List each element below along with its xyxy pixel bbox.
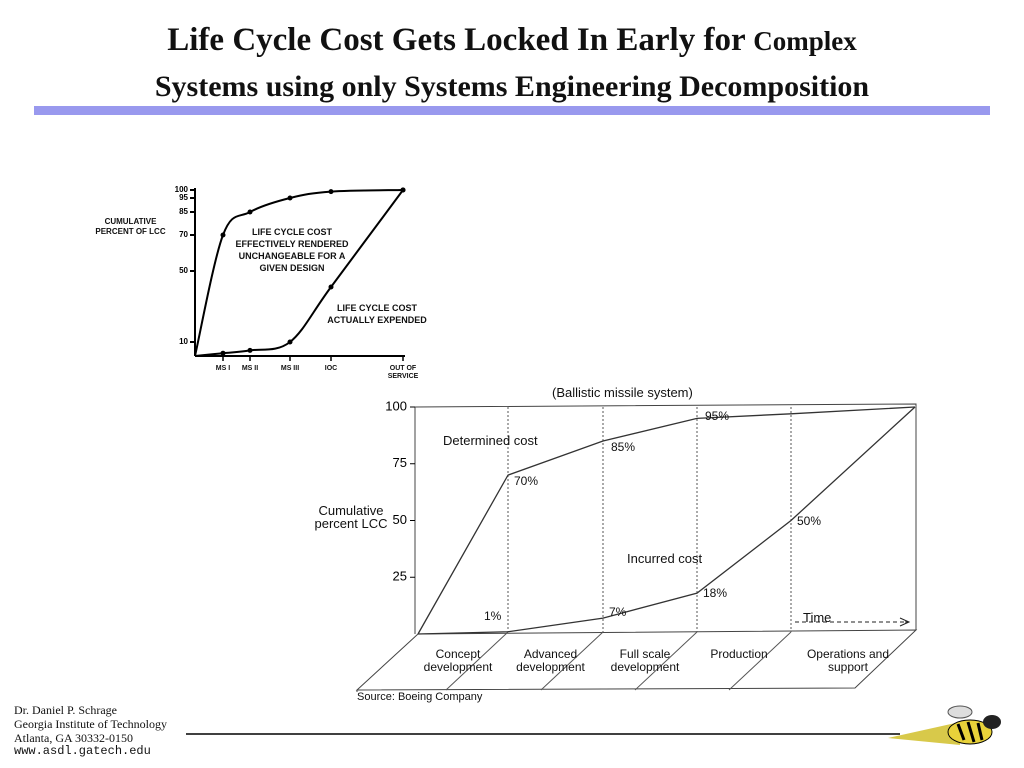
data-point (247, 209, 253, 215)
data-label: 85% (611, 440, 636, 455)
phase-divider (728, 631, 792, 691)
footer-line: Dr. Daniel P. Schrage (14, 703, 117, 717)
x-tick-label: Full scale development (610, 647, 680, 675)
chart2-frame (355, 403, 918, 692)
title-line-2: Systems using only Systems Engineering D… (154, 70, 870, 103)
data-label: 18% (703, 586, 728, 601)
y-axis-label: CUMULATIVE PERCENT OF LCC (95, 217, 166, 237)
data-label: 1% (484, 608, 502, 623)
footer-line: Atlanta, GA 30332-0150 (14, 731, 133, 745)
x-tick-label: MS I (215, 365, 231, 372)
data-point (400, 187, 406, 193)
x-tick-label: Production (710, 647, 768, 661)
series-annotation: LIFE CYCLE COST ACTUALLY EXPENDED (327, 303, 427, 326)
x-tick-label: Advanced development (516, 647, 585, 675)
y-tick-label: 10 (179, 337, 188, 346)
chart-title: (Ballistic missile system) (552, 385, 693, 400)
x-tick-label: IOC (324, 365, 338, 372)
phase-divider (540, 631, 604, 691)
x-tick-label: MS III (280, 365, 300, 372)
title-small: Complex (753, 26, 857, 56)
y-tick-label: 50 (179, 266, 188, 275)
footer-line: www.asdl.gatech.edu (14, 744, 151, 758)
title-text: Life Cycle Cost Gets Locked In Early for (167, 22, 745, 58)
title-rule (34, 106, 990, 115)
data-label: 7% (609, 605, 627, 620)
data-point (247, 347, 253, 353)
y-tick-label: 50 (393, 512, 407, 527)
y-tick-label: 100 (385, 398, 407, 413)
data-point (220, 350, 226, 356)
y-axis-label: Cumulative percent LCC (314, 503, 388, 531)
phase-divider (634, 631, 698, 691)
y-tick-label: 95 (179, 193, 188, 202)
data-point (287, 339, 293, 345)
data-label: 95% (705, 409, 730, 424)
logo (888, 705, 1001, 745)
y-tick-label: 70 (179, 230, 188, 239)
title-line-1: Life Cycle Cost Gets Locked In Early for… (0, 22, 1024, 58)
footer-line: Georgia Institute of Technology (14, 717, 168, 731)
y-tick-label: 100 (175, 185, 189, 194)
series-annotation: Determined cost (443, 433, 538, 448)
source: Source: Boeing Company (357, 691, 483, 703)
series-annotation: LIFE CYCLE COST EFFECTIVELY RENDERED UNC… (235, 227, 349, 274)
data-point (328, 284, 334, 290)
y-tick-label: 85 (179, 207, 188, 216)
x-axis-label: Time (803, 610, 832, 625)
phase-divider (445, 631, 509, 691)
y-tick-label: 75 (393, 455, 407, 470)
data-point (287, 195, 293, 201)
x-tick-label: Operations and support (806, 647, 890, 675)
x-tick-label: MS II (241, 365, 259, 372)
data-label: 50% (797, 513, 822, 528)
data-label: 70% (514, 474, 539, 489)
series-line (417, 406, 916, 635)
y-tick-label: 25 (393, 569, 407, 584)
x-tick-label: OUT OF SERVICE (387, 365, 419, 380)
series-line (417, 406, 916, 635)
data-point (328, 189, 334, 195)
series-line (194, 189, 404, 357)
series-annotation: Incurred cost (627, 551, 703, 566)
data-point (220, 232, 226, 238)
x-tick-label: Concept development (423, 647, 493, 675)
